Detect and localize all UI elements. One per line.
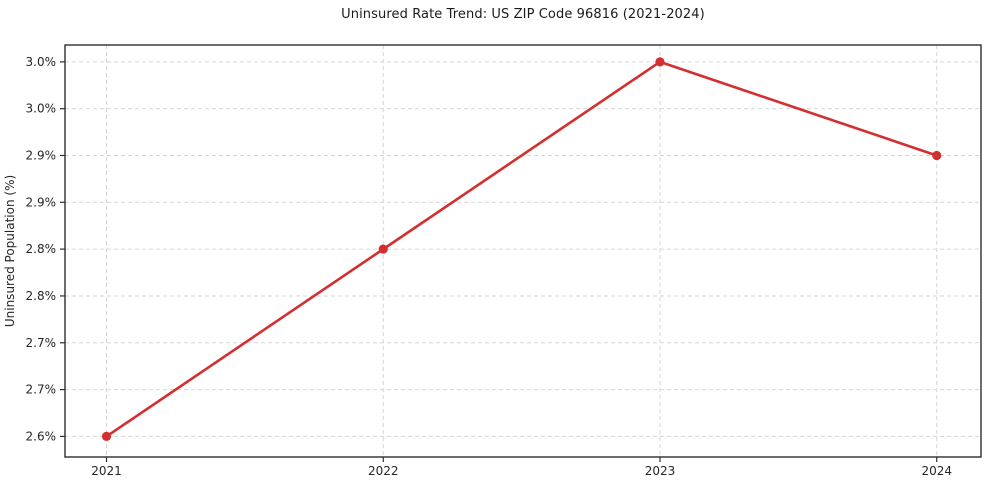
y-tick-label: 2.7% <box>26 336 57 350</box>
data-point-marker <box>101 431 112 441</box>
y-tick-label: 3.0% <box>26 102 57 116</box>
data-point-marker <box>378 244 388 254</box>
y-tick-label: 3.0% <box>26 55 57 69</box>
y-axis-label: Uninsured Population (%) <box>3 175 17 327</box>
x-tick-label: 2024 <box>921 464 952 478</box>
y-tick-label: 2.6% <box>26 429 57 443</box>
data-point-marker <box>655 57 665 67</box>
x-tick-label: 2021 <box>91 464 122 478</box>
y-tick-label: 2.9% <box>26 195 57 209</box>
plot-border <box>64 44 982 458</box>
y-tick-label: 2.7% <box>26 383 57 397</box>
x-tick-label: 2023 <box>645 464 676 478</box>
trend-line <box>105 60 939 438</box>
x-tick-label: 2022 <box>368 464 399 478</box>
y-tick-label: 2.8% <box>26 289 57 303</box>
data-point-marker <box>932 150 942 161</box>
y-tick-label: 2.9% <box>26 148 57 162</box>
chart-title: Uninsured Rate Trend: US ZIP Code 96816 … <box>341 7 705 22</box>
y-tick-label: 2.8% <box>26 242 57 256</box>
